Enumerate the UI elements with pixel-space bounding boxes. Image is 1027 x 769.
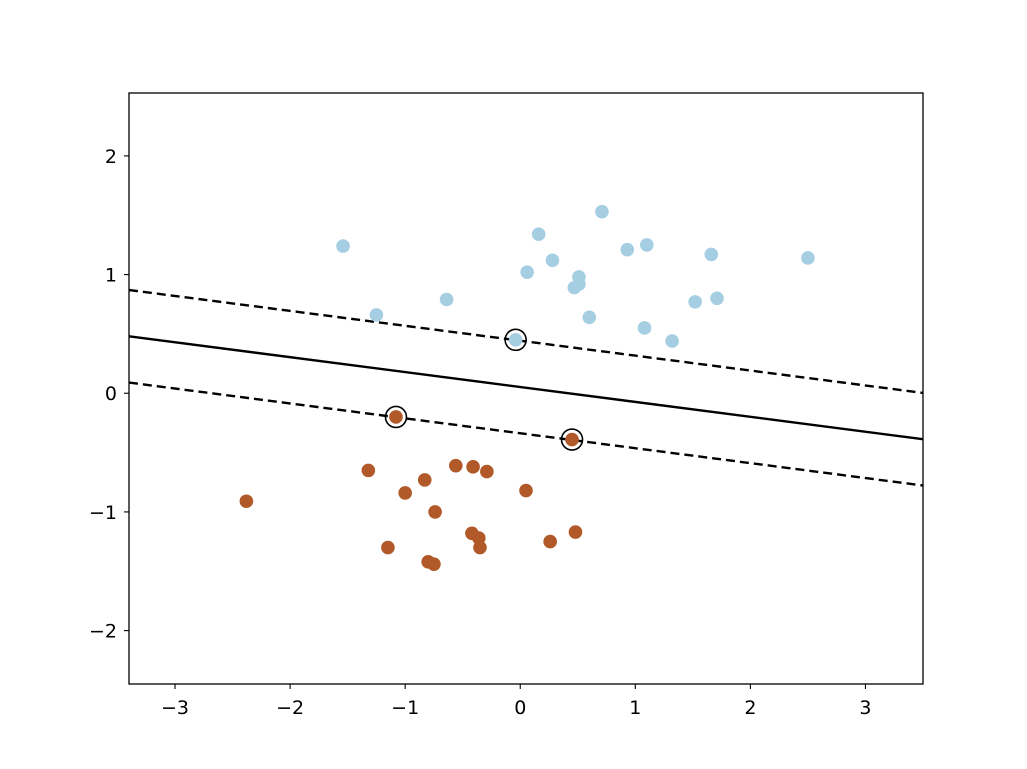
data-point-class-1-11 xyxy=(582,310,597,325)
data-point-class-1-17 xyxy=(688,295,702,309)
data-point-class-2-12 xyxy=(466,460,480,474)
data-point-class-2-14 xyxy=(473,540,487,555)
support-vector-marker-1 xyxy=(504,328,527,352)
data-point-class-2-3 xyxy=(381,540,395,555)
data-point-class-2-4 xyxy=(389,410,403,424)
data-point-class-2-18 xyxy=(565,432,579,447)
data-point-class-1-14 xyxy=(637,321,652,335)
data-point-class-1-13 xyxy=(620,242,635,257)
data-point-class-2-15 xyxy=(480,464,494,479)
x-tick-label-4: 1 xyxy=(629,697,641,719)
data-point-class-2-10 xyxy=(449,458,463,473)
support-vector-marker-2 xyxy=(384,405,408,429)
data-point-class-2-19 xyxy=(568,525,583,539)
x-tick-label-0: −3 xyxy=(161,697,189,719)
data-point-class-1-15 xyxy=(640,238,654,252)
data-point-class-2-5 xyxy=(398,486,412,500)
support-vector-marker-3 xyxy=(560,428,584,451)
y-tick-label-1: −1 xyxy=(89,502,117,524)
x-tick-label-3: 0 xyxy=(514,697,526,719)
data-point-class-2-8 xyxy=(427,557,441,571)
data-point-class-1-1 xyxy=(336,239,350,253)
x-tick-label-5: 2 xyxy=(744,697,756,719)
plot-area xyxy=(129,204,923,571)
y-tick-label-3: 1 xyxy=(105,265,117,287)
data-point-class-1-12 xyxy=(595,204,609,219)
y-tick-label-2: 0 xyxy=(105,383,117,405)
data-point-class-1-18 xyxy=(704,247,719,262)
data-point-class-2-6 xyxy=(417,473,432,487)
x-tick-label-2: −1 xyxy=(391,697,419,719)
x-tick-label-6: 3 xyxy=(859,697,871,719)
data-point-class-1-3 xyxy=(439,292,454,307)
decision-boundary-line xyxy=(129,335,923,441)
x-axis: −3 −2 −1 0 1 2 3 xyxy=(161,684,872,719)
x-tick-label-1: −2 xyxy=(276,697,304,719)
y-tick-label-0: −2 xyxy=(89,621,117,643)
data-point-class-1-2 xyxy=(369,308,384,322)
data-point-class-2-1 xyxy=(239,494,254,509)
data-point-class-1-5 xyxy=(520,265,534,279)
y-tick-label-4: 2 xyxy=(105,146,117,168)
data-point-class-1-7 xyxy=(545,253,560,268)
axes-frame xyxy=(128,92,924,685)
data-point-class-2-16 xyxy=(519,483,533,498)
data-point-class-2-2 xyxy=(361,463,376,478)
data-point-class-1-4 xyxy=(508,333,523,347)
margin-line-2 xyxy=(129,381,923,487)
data-point-class-1-10 xyxy=(572,277,586,291)
data-point-class-1-19 xyxy=(710,291,724,306)
data-point-class-2-9 xyxy=(428,505,442,519)
data-point-class-1-16 xyxy=(665,334,679,348)
y-axis: −2 −1 0 1 2 xyxy=(89,146,129,643)
data-point-class-1-6 xyxy=(531,227,546,242)
data-point-class-2-17 xyxy=(543,534,557,549)
data-point-class-1-20 xyxy=(801,251,815,265)
